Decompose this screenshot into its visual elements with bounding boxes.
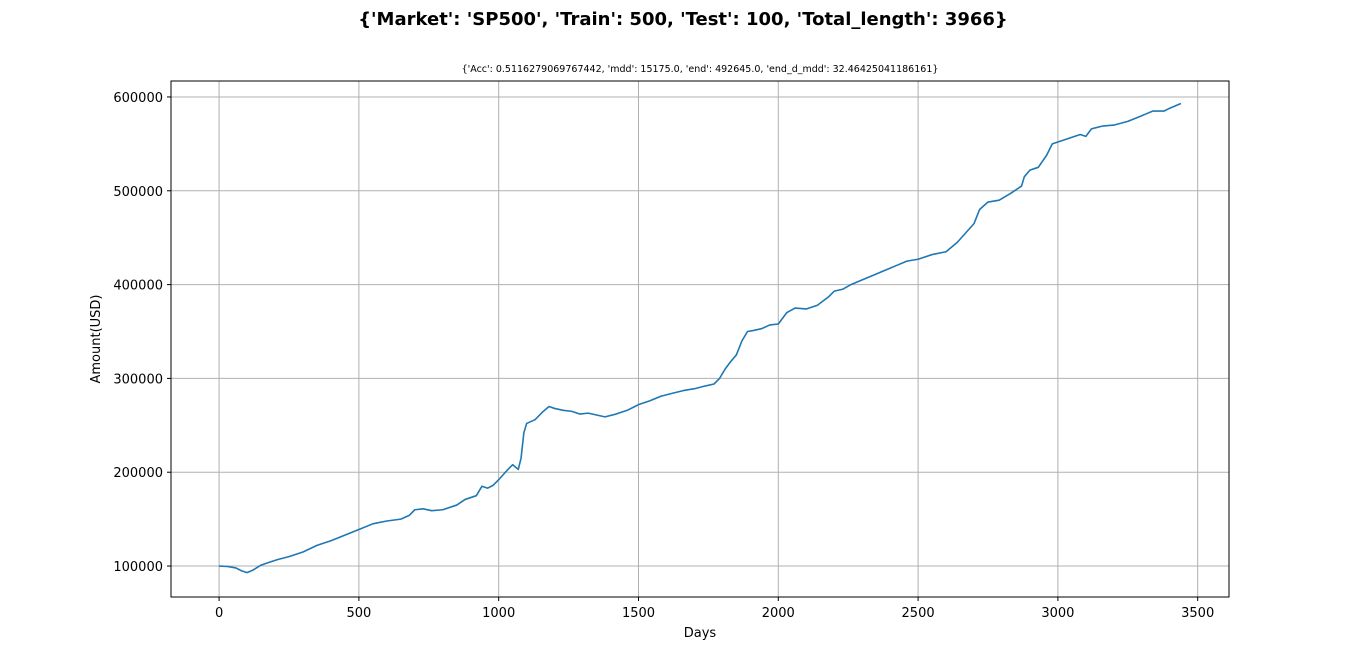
x-axis-label: Days	[684, 626, 717, 641]
x-tick-label: 2500	[902, 606, 935, 621]
x-tick-label: 0	[215, 606, 223, 621]
x-tick-label: 1500	[622, 606, 655, 621]
figure-suptitle: {'Market': 'SP500', 'Train': 500, 'Test'…	[358, 9, 1008, 30]
x-tick-label: 2000	[762, 606, 795, 621]
axes-title: {'Acc': 0.5116279069767442, 'mdd': 15175…	[462, 64, 939, 75]
y-tick-label: 500000	[113, 185, 163, 200]
y-tick-label: 100000	[113, 560, 163, 575]
y-tick-label: 300000	[113, 372, 163, 387]
y-tick-label: 600000	[113, 91, 163, 106]
x-tick-label: 3500	[1181, 606, 1214, 621]
y-tick-label: 200000	[113, 466, 163, 481]
series-line	[219, 102, 1182, 574]
x-tick-label: 3000	[1041, 606, 1074, 621]
x-tick-label: 500	[346, 606, 371, 621]
y-tick-label: 400000	[113, 279, 163, 294]
axes-frame	[170, 80, 1230, 598]
y-axis-label: Amount(USD)	[89, 294, 104, 383]
x-tick-label: 1000	[482, 606, 515, 621]
